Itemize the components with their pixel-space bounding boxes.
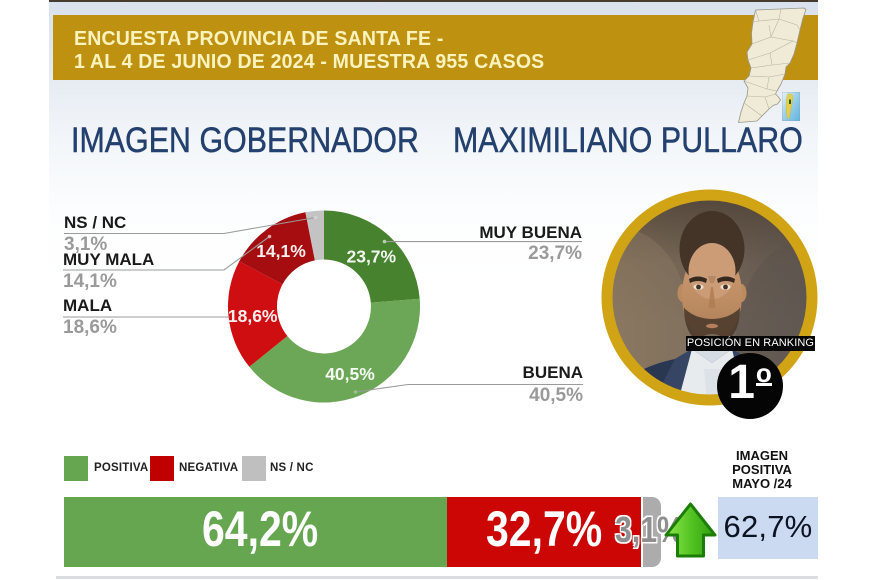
svg-text:18,6%: 18,6% — [228, 306, 278, 326]
svg-text:40,5%: 40,5% — [325, 364, 375, 384]
svg-text:23,7%: 23,7% — [346, 247, 396, 267]
svg-text:14,1%: 14,1% — [256, 241, 306, 261]
